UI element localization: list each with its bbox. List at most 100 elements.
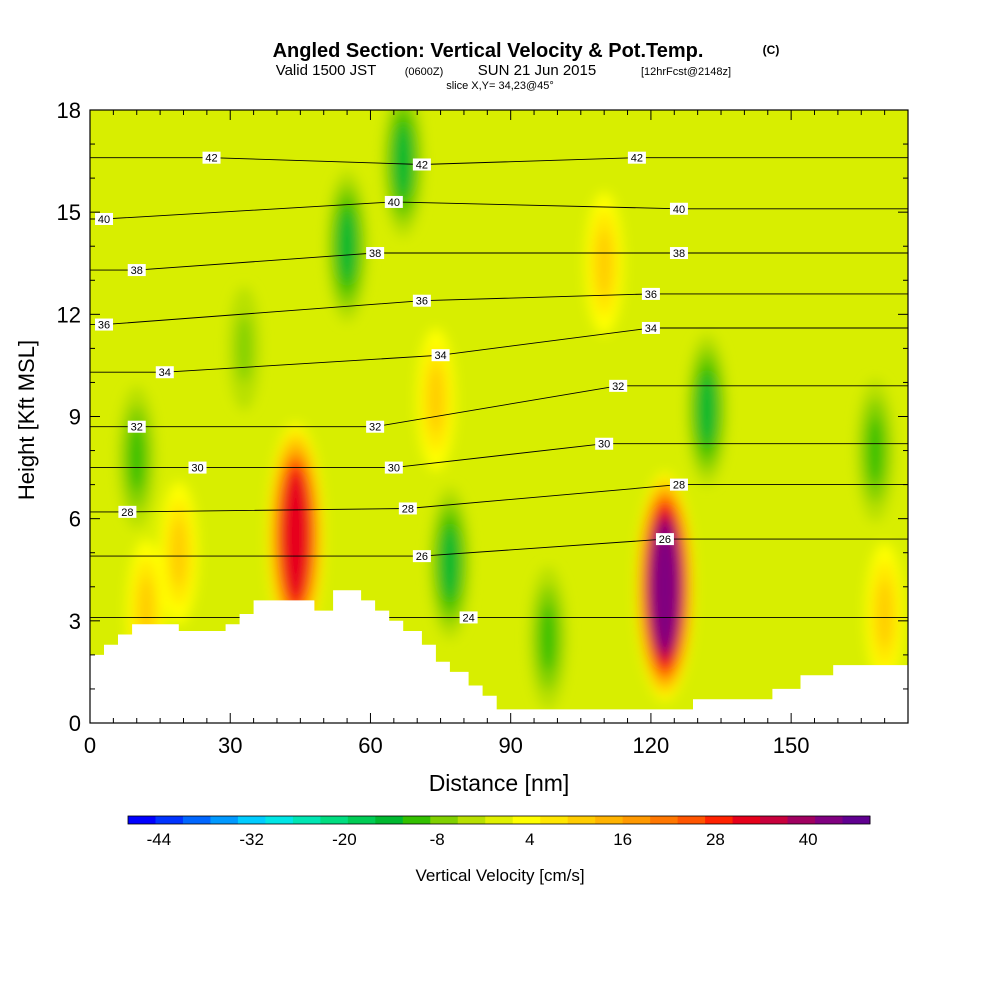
- isotherm-label-text: 26: [416, 551, 428, 563]
- y-tick-label: 0: [69, 711, 81, 736]
- colorbar-tick-label: 4: [525, 830, 534, 849]
- colorbar-tick-label: -20: [332, 830, 357, 849]
- subtitle-valid: Valid 1500 JST: [276, 62, 377, 79]
- isotherm-label: 38: [366, 247, 385, 260]
- subtitle-forecast: [12hrFcst@2148z]: [641, 66, 731, 78]
- downdraft-cell: [129, 423, 145, 492]
- colorbar-swatch: [210, 816, 239, 824]
- x-tick-label: 0: [84, 733, 96, 758]
- y-axis-label: Height [Kft MSL]: [14, 340, 39, 500]
- updraft-cell: [281, 471, 310, 600]
- downdraft-cell: [699, 375, 715, 444]
- subtitle-date: SUN 21 Jun 2015: [478, 62, 596, 79]
- isotherm-label: 24: [459, 611, 478, 624]
- chart-title-unit: (C): [763, 43, 780, 57]
- isotherm-label-text: 28: [121, 507, 133, 519]
- isotherm-label: 34: [155, 366, 174, 379]
- y-tick-label: 3: [69, 609, 81, 634]
- colorbar-ticks: -44 -32 -20 -8 4 16 28 40: [147, 830, 818, 849]
- colorbar-swatch: [457, 816, 486, 824]
- isotherm-label-text: 30: [598, 439, 610, 451]
- isotherm-label: 26: [655, 533, 674, 546]
- colorbar-swatch: [430, 816, 459, 824]
- colorbar-swatch: [485, 816, 514, 824]
- colorbar-swatch: [567, 816, 596, 824]
- downdraft-cell: [540, 604, 556, 672]
- isotherm-label: 36: [95, 318, 114, 332]
- y-tick-label: 6: [69, 507, 81, 532]
- colorbar-swatch: [540, 816, 569, 824]
- isotherm-label-text: 38: [131, 265, 143, 277]
- velocity-field: [117, 110, 905, 710]
- y-tick-label: 18: [57, 98, 81, 123]
- isotherm-label: 34: [431, 349, 450, 362]
- x-axis-label: Distance [nm]: [429, 770, 570, 796]
- updraft-cell: [651, 523, 679, 651]
- isotherm-label: 28: [398, 502, 417, 515]
- colorbar-swatch: [155, 816, 184, 824]
- isotherm-label: 38: [669, 247, 688, 260]
- isotherm-label: 26: [412, 550, 431, 563]
- isotherm-label-text: 24: [462, 612, 474, 624]
- chart-subtitle: Valid 1500 JST (0600Z) SUN 21 Jun 2015 […: [276, 62, 731, 79]
- colorbar-label: Vertical Velocity [cm/s]: [415, 866, 584, 885]
- isotherm-label-text: 42: [416, 159, 428, 171]
- y-tick-label: 12: [57, 302, 81, 327]
- isotherm-label-text: 34: [434, 350, 446, 362]
- x-tick-label: 30: [218, 733, 242, 758]
- x-tick-label: 120: [633, 733, 670, 758]
- colorbar-swatch: [512, 816, 541, 824]
- isotherm-label-text: 42: [205, 153, 217, 165]
- isotherm-label-text: 38: [369, 248, 381, 260]
- isotherm-label-text: 34: [645, 323, 657, 335]
- x-tick-label: 150: [773, 733, 810, 758]
- isotherm-label-text: 28: [402, 503, 414, 515]
- colorbar-tick-label: 28: [706, 830, 725, 849]
- updraft-cell: [596, 229, 612, 297]
- isotherm-label: 32: [609, 379, 628, 393]
- colorbar-swatch: [375, 816, 404, 824]
- isotherm-label-text: 30: [388, 463, 400, 475]
- colorbar-swatch: [265, 816, 294, 824]
- colorbar-swatch: [595, 816, 624, 824]
- colorbar-tick-label: -8: [430, 830, 445, 849]
- isotherm-label-text: 30: [191, 463, 203, 475]
- isotherm-label: 32: [127, 420, 146, 434]
- updraft-cell: [428, 365, 444, 434]
- colorbar-swatch: [815, 816, 844, 824]
- colorbar-tick-label: -44: [147, 830, 172, 849]
- subtitle-zulu: (0600Z): [405, 66, 444, 78]
- y-tick-label: 9: [69, 405, 81, 430]
- colorbar-swatch: [347, 816, 376, 824]
- isotherm-label: 30: [384, 461, 403, 475]
- x-axis-ticks: 0 30 60 90 120 150: [84, 110, 909, 758]
- colorbar-swatch: [787, 816, 816, 824]
- colorbar-swatch: [732, 816, 761, 824]
- colorbar-swatch: [128, 816, 156, 824]
- isotherm-label: 40: [95, 212, 114, 226]
- colorbar: [127, 815, 871, 825]
- isotherm-label: 40: [384, 195, 403, 209]
- colorbar-tick-label: -32: [239, 830, 264, 849]
- isotherm-label-text: 42: [631, 153, 643, 165]
- colorbar-swatch: [677, 816, 706, 824]
- isotherm-label-text: 36: [645, 289, 657, 301]
- isotherm-label-text: 26: [659, 534, 671, 546]
- plot-area: 42 42 42 40 40 40 38 38 38 36 36 36 34 34 34 32 32 32 30 30…: [90, 110, 908, 723]
- isotherm-label: 30: [595, 437, 614, 451]
- isotherm-label-text: 38: [673, 248, 685, 260]
- downdraft-cell: [339, 212, 355, 280]
- colorbar-swatch: [402, 816, 431, 824]
- updraft-cell: [876, 580, 893, 648]
- colorbar-swatch: [622, 816, 651, 824]
- downdraft-cell: [867, 416, 883, 485]
- isotherm-label-text: 32: [131, 422, 143, 434]
- downdraft-cell: [442, 529, 458, 597]
- x-tick-label: 60: [358, 733, 382, 758]
- isotherm-label-text: 34: [159, 367, 171, 379]
- isotherm-line: [90, 538, 908, 557]
- colorbar-swatch: [320, 816, 349, 824]
- downdraft-cell: [395, 127, 411, 195]
- isotherm-label: 42: [627, 151, 646, 165]
